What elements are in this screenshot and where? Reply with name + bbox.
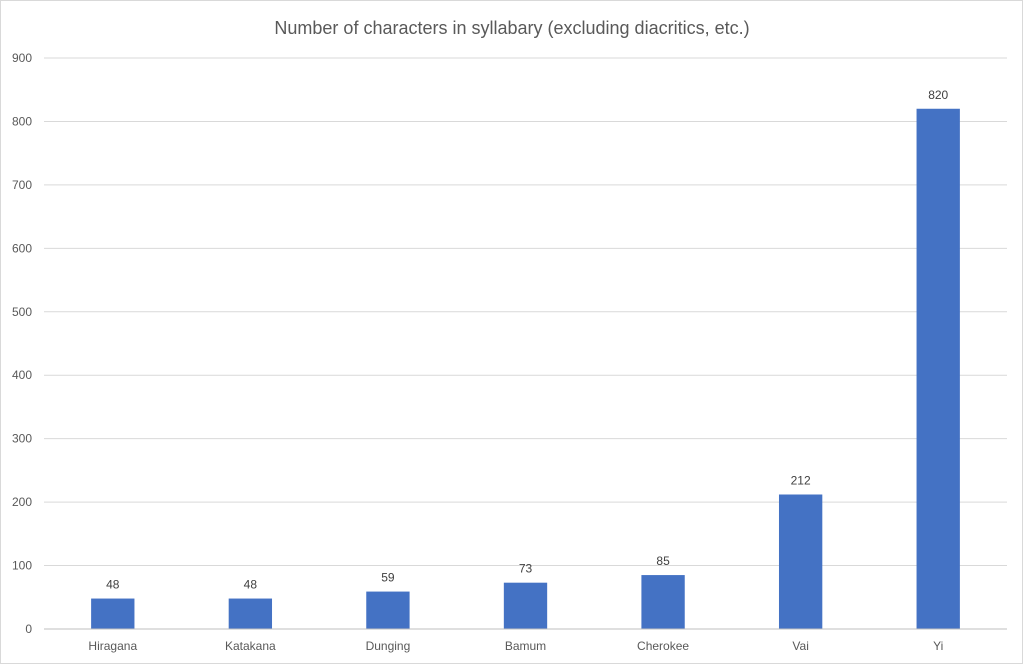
y-tick-label: 300 bbox=[12, 432, 32, 446]
chart-title: Number of characters in syllabary (exclu… bbox=[274, 18, 749, 38]
data-label: 212 bbox=[791, 473, 811, 487]
data-label: 85 bbox=[656, 554, 670, 568]
bar bbox=[91, 598, 135, 629]
bar bbox=[503, 582, 548, 629]
bar bbox=[228, 598, 273, 629]
x-tick-label: Vai bbox=[792, 639, 808, 653]
y-axis-ticks: 0 100 200 300 400 500 600 700 800 900 bbox=[12, 51, 32, 636]
x-tick-label: Yi bbox=[933, 639, 943, 653]
y-tick-label: 900 bbox=[12, 51, 32, 65]
data-label: 48 bbox=[106, 578, 120, 592]
y-tick-label: 200 bbox=[12, 495, 32, 509]
data-label: 59 bbox=[381, 571, 395, 585]
y-tick-label: 400 bbox=[12, 368, 32, 382]
x-axis-ticks: Hiragana Katakana Dunging Bamum Cherokee Vai Y… bbox=[88, 639, 943, 653]
bar bbox=[778, 494, 823, 629]
gridlines bbox=[44, 57, 1007, 567]
x-tick-label: Hiragana bbox=[88, 639, 137, 653]
y-tick-label: 500 bbox=[12, 305, 32, 319]
data-label: 48 bbox=[244, 578, 258, 592]
y-tick-label: 0 bbox=[25, 622, 32, 636]
bar bbox=[366, 591, 410, 629]
data-labels: 48 48 59 73 85 212 820 bbox=[106, 88, 948, 592]
y-tick-label: 800 bbox=[12, 114, 32, 128]
x-tick-label: Bamum bbox=[505, 639, 546, 653]
x-tick-label: Katakana bbox=[225, 639, 276, 653]
bar bbox=[916, 108, 960, 629]
data-label: 820 bbox=[928, 88, 948, 102]
y-tick-label: 100 bbox=[12, 559, 32, 573]
data-label: 73 bbox=[519, 562, 533, 576]
x-tick-label: Dunging bbox=[366, 639, 411, 653]
bars bbox=[91, 108, 960, 629]
y-tick-label: 700 bbox=[12, 178, 32, 192]
y-tick-label: 600 bbox=[12, 241, 32, 255]
x-tick-label: Cherokee bbox=[637, 639, 689, 653]
bar bbox=[641, 575, 685, 629]
